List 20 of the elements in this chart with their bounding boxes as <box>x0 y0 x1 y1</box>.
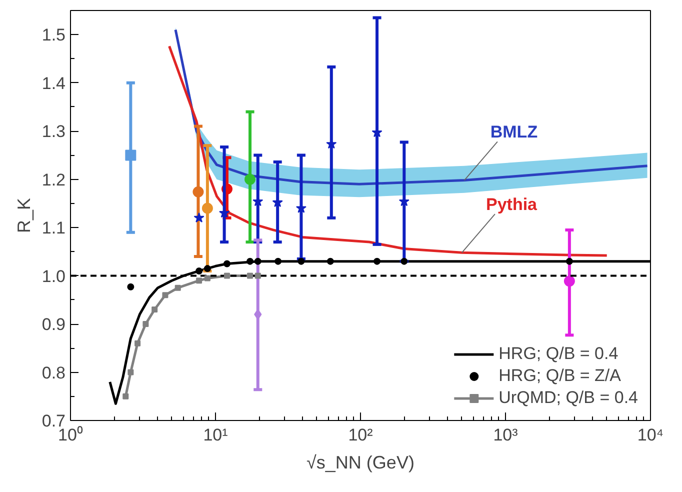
x-axis-title: √s_NN (GeV) <box>306 452 414 472</box>
x-tick-label: 10⁴ <box>637 426 664 444</box>
y-tick-label: 1.0 <box>42 266 66 286</box>
legend-label: HRG; Q/B = Z/A <box>498 366 621 386</box>
y-tick-label: 1.4 <box>42 74 66 93</box>
y-axis-title: R_K <box>14 198 34 234</box>
y-tick-label: 0.8 <box>42 363 66 382</box>
legend-label: HRG; Q/B = 0.4 <box>498 344 618 364</box>
x-tick-label: 10⁰ <box>58 426 83 444</box>
x-tick-label: 10¹ <box>203 426 228 444</box>
y-tick-label: 0.9 <box>42 315 66 334</box>
y-tick-label: 1.3 <box>42 122 66 142</box>
series-label: BMLZ <box>490 122 538 142</box>
y-tick-label: 1.5 <box>42 26 66 45</box>
legend-label: UrQMD; Q/B = 0.4 <box>498 388 638 408</box>
y-tick-label: 1.1 <box>42 218 66 238</box>
y-tick-label: 1.2 <box>42 170 66 190</box>
x-tick-label: 10³ <box>493 426 518 444</box>
x-tick-label: 10² <box>348 426 374 444</box>
text: Pythia <box>486 194 538 214</box>
